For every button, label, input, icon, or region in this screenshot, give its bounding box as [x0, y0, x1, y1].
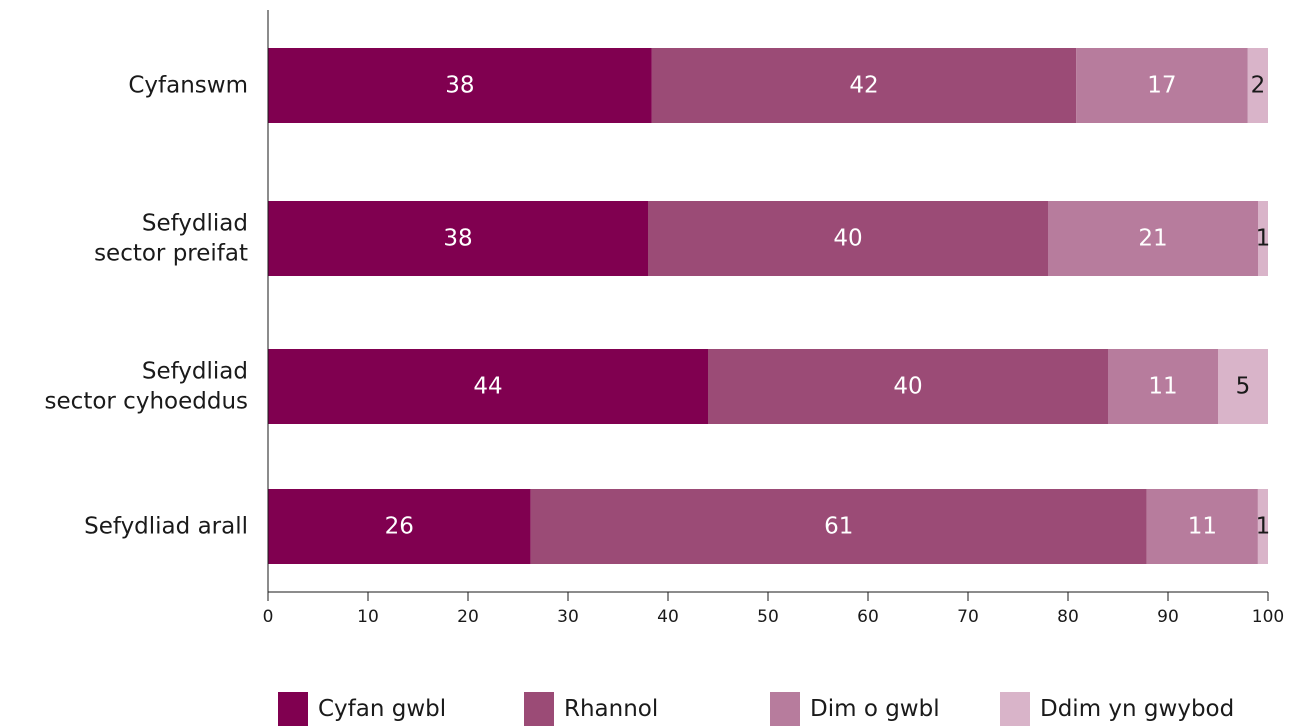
data-label: 11: [1188, 514, 1217, 540]
x-tick-label: 80: [1057, 607, 1079, 627]
bar-segment: [651, 48, 1077, 123]
bar-segment: [1108, 349, 1218, 424]
category-label: Sefydliad: [142, 359, 248, 385]
bar-segment: [1258, 201, 1268, 276]
data-label: 40: [893, 374, 922, 400]
bar-segment: [1146, 489, 1258, 564]
x-tick-label: 30: [557, 607, 579, 627]
x-tick-label: 90: [1157, 607, 1179, 627]
legend-label: Dim o gwbl: [810, 696, 940, 722]
data-label: 38: [443, 226, 472, 252]
x-tick-label: 100: [1252, 607, 1284, 627]
bar-segment: [268, 489, 531, 564]
data-label: 42: [849, 73, 878, 99]
bar-segment: [530, 489, 1147, 564]
data-label: 5: [1236, 374, 1251, 400]
x-tick-label: 70: [957, 607, 979, 627]
data-label: 61: [824, 514, 853, 540]
bar-segment: [648, 201, 1048, 276]
category-label: Sefydliad: [142, 211, 248, 237]
data-label: 2: [1251, 73, 1266, 99]
category-label: Cyfanswm: [128, 73, 248, 99]
x-tick-label: 40: [657, 607, 679, 627]
legend-swatch: [278, 692, 308, 726]
x-tick-label: 0: [263, 607, 274, 627]
legend-label: Ddim yn gwybod: [1040, 696, 1234, 722]
x-axis-ticks: 0 10 20 30 40 50 60 70 80 90 100: [263, 592, 1284, 627]
x-tick-label: 50: [757, 607, 779, 627]
bar-segment: [708, 349, 1108, 424]
legend-swatch: [524, 692, 554, 726]
legend-swatch: [1000, 692, 1030, 726]
legend-swatch: [770, 692, 800, 726]
category-labels: Cyfanswm Sefydliad sector preifat Sefydliad…: [45, 73, 248, 540]
bar-segment: [1247, 48, 1268, 123]
data-label: 40: [833, 226, 862, 252]
category-label: Sefydliad arall: [84, 514, 248, 540]
bar-segment: [1257, 489, 1268, 564]
data-label: 44: [473, 374, 502, 400]
bars-group: 38 42 17 238 40 21 144 40 11 526 61 11 1: [268, 48, 1270, 564]
data-label: 21: [1138, 226, 1167, 252]
bar-segment: [1076, 48, 1248, 123]
legend: Cyfan gwbl Rhannol Dim o gwbl Ddim yn gwybo…: [278, 692, 1234, 726]
data-label: 1: [1256, 514, 1271, 540]
x-tick-label: 60: [857, 607, 879, 627]
bar-segment: [268, 48, 652, 123]
x-tick-label: 20: [457, 607, 479, 627]
category-label: sector preifat: [94, 241, 248, 267]
data-label: 11: [1148, 374, 1177, 400]
x-tick-label: 10: [357, 607, 379, 627]
category-label: sector cyhoeddus: [45, 389, 248, 415]
legend-label: Rhannol: [564, 696, 658, 722]
legend-label: Cyfan gwbl: [318, 696, 446, 722]
data-label: 17: [1147, 73, 1176, 99]
data-label: 1: [1256, 226, 1271, 252]
bar-segment: [268, 201, 648, 276]
data-label: 26: [385, 514, 414, 540]
bar-segment: [1218, 349, 1268, 424]
bar-segment: [1048, 201, 1258, 276]
bar-segment: [268, 349, 708, 424]
data-label: 38: [445, 73, 474, 99]
